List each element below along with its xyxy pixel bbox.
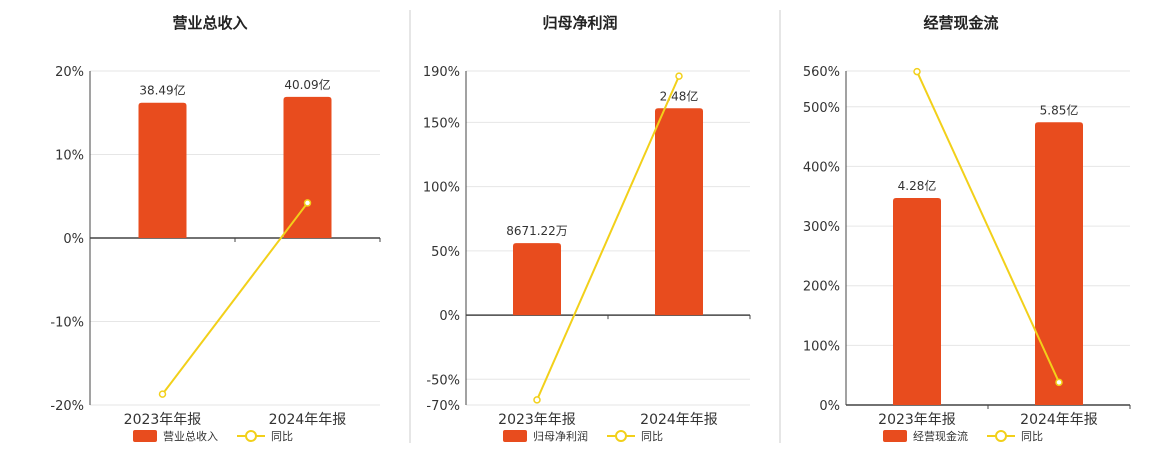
bar	[655, 108, 703, 316]
yoy-line	[916, 71, 1060, 383]
legend-swatch-bar	[503, 430, 527, 442]
yoy-point	[158, 390, 167, 398]
x-category-label: 2023年年报	[124, 412, 202, 428]
legend-label-line: 同比	[641, 430, 663, 443]
bar	[893, 198, 941, 405]
y-tick-label: -10%	[50, 316, 84, 331]
y-tick-label: 560%	[803, 65, 840, 80]
bar-data-label: 4.28亿	[898, 178, 937, 193]
legend-swatch-marker	[245, 430, 257, 442]
x-category-label: 2024年年报	[640, 412, 718, 428]
yoy-line	[536, 75, 680, 401]
y-tick-label: 150%	[423, 116, 460, 131]
legend-label-bar: 营业总收入	[163, 429, 218, 443]
y-tick-label: 0%	[63, 232, 84, 247]
y-tick-label: 10%	[55, 149, 84, 164]
y-tick-label: 400%	[803, 160, 840, 175]
yoy-point	[303, 199, 312, 207]
yoy-point	[1055, 378, 1063, 387]
legend-swatch-marker	[615, 430, 627, 442]
bar-data-label: 2.48亿	[660, 88, 699, 103]
y-tick-label: 0%	[439, 309, 460, 324]
bar-data-label: 5.85亿	[1040, 102, 1079, 117]
bar	[1035, 122, 1083, 406]
y-tick-label: -20%	[50, 399, 84, 414]
legend-label-line: 同比	[1021, 430, 1043, 443]
x-category-label: 2023年年报	[498, 412, 576, 428]
bar	[283, 96, 332, 238]
yoy-line	[161, 202, 309, 395]
bar	[513, 243, 561, 316]
yoy-point	[675, 72, 683, 80]
chart-title: 营业总收入	[172, 14, 247, 32]
y-tick-label: 300%	[803, 220, 840, 235]
y-tick-label: 200%	[803, 280, 840, 295]
x-category-label: 2024年年报	[269, 412, 347, 428]
bar-data-label: 38.49亿	[139, 83, 185, 98]
y-tick-label: 100%	[423, 181, 460, 196]
y-tick-label: 50%	[431, 245, 460, 260]
chart-title: 经营现金流	[923, 14, 998, 32]
legend-swatch-bar	[133, 430, 157, 442]
y-tick-label: 190%	[423, 65, 460, 80]
legend-label-bar: 经营现金流	[913, 429, 968, 443]
legend-swatch-bar	[883, 430, 907, 442]
y-tick-label: 0%	[819, 399, 840, 414]
legend-label-bar: 归母净利润	[533, 429, 588, 443]
x-category-label: 2024年年报	[1020, 412, 1098, 428]
yoy-point	[913, 67, 921, 76]
bar	[138, 102, 187, 238]
chart-title: 归母净利润	[542, 14, 617, 32]
y-tick-label: -70%	[426, 399, 460, 414]
bar-data-label: 8671.22万	[506, 224, 568, 238]
yoy-point	[533, 396, 541, 404]
y-tick-label: 500%	[803, 101, 840, 116]
y-tick-label: 20%	[55, 65, 84, 80]
x-category-label: 2023年年报	[878, 412, 956, 428]
legend-label-line: 同比	[271, 430, 293, 443]
y-tick-label: -50%	[426, 373, 460, 388]
y-tick-label: 100%	[803, 339, 840, 354]
bar-data-label: 40.09亿	[284, 77, 330, 92]
legend-swatch-marker	[995, 430, 1007, 442]
